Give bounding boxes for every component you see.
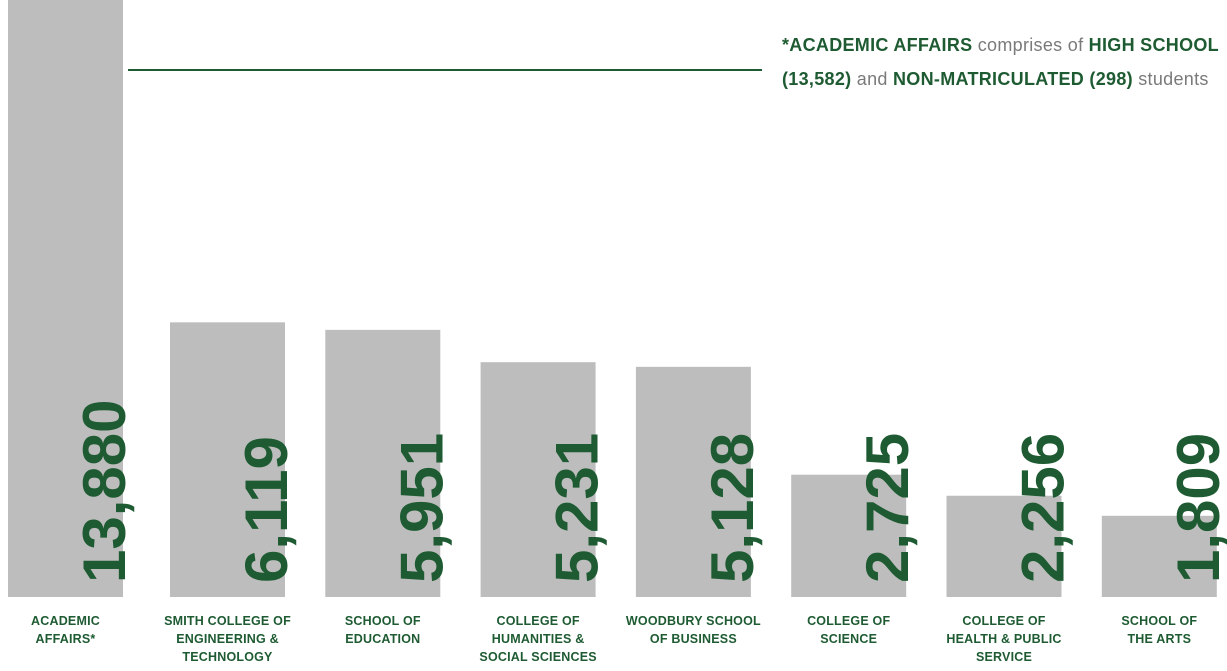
- annotation-text: HIGH SCHOOL (13,582): [782, 35, 1219, 89]
- value-label: 2,256: [1010, 433, 1077, 583]
- bar: [1101, 515, 1217, 597]
- value-label: 13,880: [71, 399, 138, 583]
- value-label: 6,119: [233, 436, 300, 583]
- bar: [635, 366, 751, 597]
- annotation: *ACADEMIC AFFAIRS comprises of HIGH SCHO…: [782, 28, 1227, 96]
- value-label: 1,809: [1165, 433, 1227, 583]
- x-tick-label: ACADEMIC AFFAIRS*: [31, 614, 100, 646]
- bar: [325, 329, 441, 597]
- value-label: 2,725: [854, 433, 921, 583]
- value-label: 5,231: [544, 433, 611, 583]
- x-tick-label: SCHOOL OF THE ARTS: [1121, 614, 1198, 646]
- annotation-text: NON-MATRICULATED (298): [893, 69, 1133, 89]
- x-tick-label: COLLEGE OF HEALTH & PUBLIC SERVICE: [946, 614, 1062, 664]
- bar: [170, 322, 285, 597]
- bar: [8, 0, 123, 598]
- bar: [791, 474, 907, 597]
- x-tick-label: COLLEGE OF HUMANITIES & SOCIAL SCIENCES: [479, 614, 597, 664]
- x-tick-label: SMITH COLLEGE OF ENGINEERING & TECHNOLOG…: [164, 614, 291, 664]
- value-label: 5,951: [388, 433, 455, 583]
- annotation-text: students: [1132, 69, 1209, 89]
- x-tick-label: SCHOOL OF EDUCATION: [344, 614, 421, 646]
- x-tick-label: COLLEGE OF SCIENCE: [807, 614, 891, 646]
- x-tick-label: WOODBURY SCHOOL OF BUSINESS: [625, 614, 761, 646]
- value-label: 5,128: [699, 433, 766, 583]
- annotation-text: and: [851, 69, 893, 89]
- annotation-text: *ACADEMIC AFFAIRS: [782, 35, 973, 55]
- bar: [480, 362, 596, 597]
- bar: [946, 495, 1062, 597]
- annotation-text: comprises of: [972, 35, 1089, 55]
